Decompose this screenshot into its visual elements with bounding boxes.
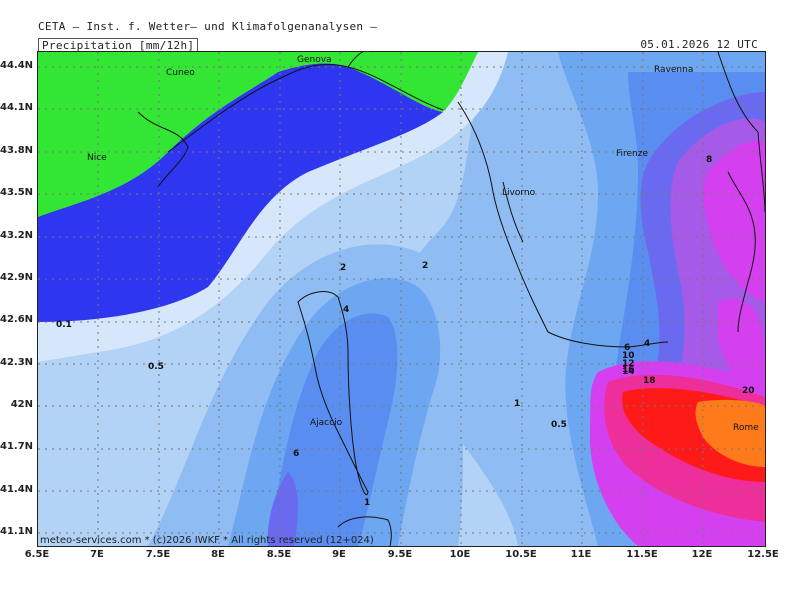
coastlines <box>137 52 765 546</box>
city-label: Ajaccio <box>310 418 343 428</box>
precipitation-map: 0.1 0.5 2 2 4 6 1 0.5 1 6 8 4 10 12 14 1… <box>38 52 765 546</box>
field-20 <box>695 399 765 467</box>
lon-label: 11E <box>570 549 592 560</box>
lat-label: 42N <box>10 399 33 410</box>
corsica-outline <box>297 291 369 495</box>
border-fr-it <box>137 111 189 188</box>
city-label: Ravenna <box>654 65 693 75</box>
field-12-north <box>703 140 765 302</box>
lat-label: 41.7N <box>0 441 34 452</box>
lon-label: 9.5E <box>387 549 413 560</box>
lat-label: 41.4N <box>0 484 34 495</box>
valid-time: 05.01.2026 12 UTC <box>640 38 758 51</box>
contour-label: 1 <box>364 498 370 508</box>
contour-label: 0.5 <box>148 362 164 372</box>
lon-label: 11.5E <box>626 549 658 560</box>
lat-label: 43.8N <box>0 145 34 156</box>
lon-label: 10E <box>449 549 471 560</box>
field-zero-sea <box>38 63 443 322</box>
contour-label: 14 <box>622 367 635 377</box>
lon-label: 8E <box>211 549 225 560</box>
lon-label: 12.5E <box>747 549 779 560</box>
contour-label: 2 <box>340 263 346 273</box>
contour-label: 6 <box>293 449 299 459</box>
lat-label: 44.4N <box>0 60 34 71</box>
lat-label: 42.6N <box>0 314 34 325</box>
lat-label: 41.1N <box>0 526 34 537</box>
field-0.5-sw <box>38 420 198 546</box>
city-label: Nice <box>87 153 107 163</box>
city-label: Rome <box>733 423 759 433</box>
contour-label: 1 <box>514 399 520 409</box>
city-label: Cuneo <box>166 68 195 78</box>
lon-label: 6.5E <box>24 549 50 560</box>
contour-label: 16 <box>622 365 635 375</box>
lat-label: 42.9N <box>0 272 34 283</box>
contour-label: 6 <box>624 343 630 353</box>
city-label: Firenze <box>616 149 648 159</box>
lon-label: 9E <box>332 549 346 560</box>
lat-label: 43.5N <box>0 187 34 198</box>
lon-label: 8.5E <box>266 549 292 560</box>
city-label: Genova <box>297 55 332 65</box>
city-label: Livorno <box>502 188 536 198</box>
lat-label: 43.2N <box>0 230 34 241</box>
lon-label: 10.5E <box>505 549 537 560</box>
sardinia-outline <box>337 516 392 546</box>
appennine-border <box>727 171 756 333</box>
contour-label: 0.1 <box>56 320 72 330</box>
italy-west-coast <box>457 101 669 348</box>
contour-label: 4 <box>343 305 349 315</box>
contour-label: 8 <box>706 155 712 165</box>
lon-label: 7.5E <box>145 549 171 560</box>
credit-line: meteo-services.com * (c)2026 IWKF * All … <box>40 535 374 546</box>
contour-label: 0.5 <box>551 420 567 430</box>
chart-title: CETA — Inst. f. Wetter— und Klimafolgena… <box>38 20 378 33</box>
contour-label: 20 <box>742 386 755 396</box>
lat-label: 42.3N <box>0 357 34 368</box>
lon-label: 12E <box>691 549 713 560</box>
contour-label: 2 <box>422 261 428 271</box>
field-4-corsica <box>268 313 398 546</box>
lon-label: 7E <box>90 549 104 560</box>
contour-label: 4 <box>644 339 650 349</box>
map-panel: 0.1 0.5 2 2 4 6 1 0.5 1 6 8 4 10 12 14 1… <box>37 51 766 547</box>
lat-label: 44.1N <box>0 102 34 113</box>
contour-label: 18 <box>643 376 656 386</box>
parameter-label: Precipitation [mm/12h] <box>38 38 199 52</box>
ligurian-coast <box>167 63 444 153</box>
field-dry-land <box>38 52 478 217</box>
contour-label: 12 <box>622 359 635 369</box>
graticule <box>38 52 765 546</box>
contour-label: 10 <box>622 351 635 361</box>
